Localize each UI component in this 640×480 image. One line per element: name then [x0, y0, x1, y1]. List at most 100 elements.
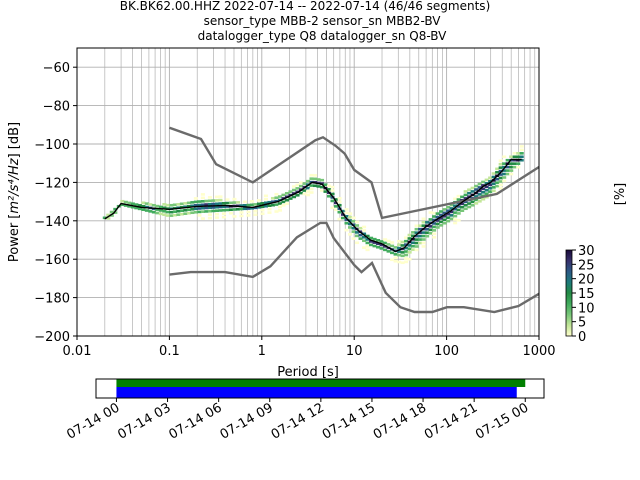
heatmap-cell — [418, 238, 423, 241]
heatmap-cell — [456, 198, 461, 201]
heatmap-cell — [351, 226, 356, 230]
heatmap-cell — [463, 190, 468, 193]
heatmap-cell — [214, 195, 219, 199]
heatmap-cell — [176, 209, 181, 213]
heatmap-cell — [393, 259, 398, 263]
heatmap-cell — [491, 186, 496, 189]
heatmap-cell — [193, 200, 198, 204]
heatmap-cell — [106, 217, 111, 220]
heatmap-cell — [505, 165, 510, 169]
heatmap-cell — [239, 204, 244, 207]
heatmap-cell — [225, 201, 230, 205]
heatmap-cell — [397, 250, 402, 253]
heatmap-cell — [288, 190, 293, 193]
heatmap-cell — [372, 241, 377, 244]
heatmap-cell — [439, 224, 444, 227]
heatmap-cell — [393, 246, 398, 249]
heatmap-cell — [169, 203, 174, 207]
heatmap-cell — [474, 184, 479, 188]
heatmap-cell — [260, 208, 265, 212]
heatmap-cell — [165, 214, 170, 217]
heatmap-cell — [400, 240, 405, 244]
heatmap-cell — [400, 261, 405, 265]
heatmap-cell — [348, 219, 353, 222]
heatmap-cell — [446, 212, 451, 216]
heatmap-cell — [270, 200, 276, 204]
heatmap-cell — [505, 169, 510, 172]
heatmap-cell — [330, 199, 335, 203]
heatmap-cell — [369, 243, 374, 247]
heatmap-cell — [204, 206, 209, 210]
heatmap-cell — [365, 248, 370, 252]
heatmap-cell — [312, 184, 318, 188]
heatmap-cell — [326, 188, 332, 191]
heatmap-cell — [425, 234, 430, 238]
y-axis-label: Power [m²/s⁴/Hz] [dB] — [7, 122, 22, 262]
heatmap-cell — [446, 216, 451, 219]
heatmap-cell — [351, 230, 356, 233]
heatmap-cell — [442, 208, 447, 211]
heatmap-cell — [435, 219, 440, 222]
heatmap-cell — [379, 243, 384, 247]
heatmap-cell — [207, 206, 212, 210]
y-axis-label-units: m²/s⁴/Hz — [7, 157, 22, 213]
heatmap-cell — [428, 225, 433, 228]
y-tick-label: −160 — [34, 253, 70, 268]
heatmap-cell — [148, 210, 153, 213]
heatmap-cell — [232, 208, 237, 211]
heatmap-cell — [218, 198, 223, 202]
heatmap-cell — [491, 179, 496, 182]
heatmap-cell — [113, 207, 118, 211]
heatmap-cell — [214, 212, 219, 216]
heatmap-cell — [165, 203, 170, 207]
heatmap-cell — [277, 209, 283, 212]
heatmap-cell — [228, 208, 233, 212]
heatmap-cell — [453, 197, 458, 201]
heatmap-cell — [176, 213, 181, 216]
heatmap-cell — [509, 172, 514, 176]
heatmap-cell — [509, 165, 514, 169]
heatmap-cell — [200, 206, 205, 210]
heatmap-cell — [463, 197, 468, 200]
heatmap-cell — [449, 203, 454, 207]
heatmap-cell — [221, 205, 226, 209]
heatmap-cell — [106, 213, 111, 217]
coverage-tick-label: 07-15 00 — [473, 400, 531, 442]
heatmap-cell — [228, 201, 233, 205]
heatmap-cell — [512, 158, 517, 162]
heatmap-cell — [397, 239, 402, 243]
heatmap-cell — [179, 205, 184, 209]
heatmap-cell — [407, 247, 412, 251]
heatmap-cell — [421, 234, 426, 238]
chart-title-line-1: BK.BK62.00.HHZ 2022-07-14 -- 2022-07-14 … — [120, 0, 491, 13]
heatmap-cell — [460, 202, 465, 206]
heatmap-cell — [211, 199, 216, 202]
heatmap-cell — [284, 198, 290, 202]
heatmap-cell — [197, 210, 202, 214]
heatmap-cell — [183, 205, 188, 209]
colorbar-tick-label: 10 — [578, 301, 595, 316]
heatmap-cell — [295, 187, 300, 190]
heatmap-cell — [439, 210, 444, 213]
heatmap-cell — [358, 233, 363, 237]
heatmap-cell — [358, 237, 363, 240]
heatmap-cell — [421, 224, 426, 227]
heatmap-cell — [211, 209, 216, 213]
heatmap-cell — [253, 213, 258, 217]
heatmap-cell — [502, 179, 507, 183]
heatmap-cell — [169, 210, 174, 214]
heatmap-cell — [491, 182, 496, 186]
heatmap-cell — [453, 221, 458, 225]
heatmap-cell — [495, 167, 500, 171]
heatmap-cell — [190, 207, 195, 211]
heatmap-cell — [200, 200, 205, 203]
heatmap-cell — [348, 212, 353, 215]
heatmap-cell — [193, 197, 198, 200]
heatmap-cell — [207, 196, 212, 199]
x-tick-label: 100 — [434, 344, 459, 359]
heatmap-cell — [312, 177, 318, 181]
heatmap-cell — [372, 237, 377, 241]
heatmap-cell — [393, 253, 398, 256]
heatmap-cell — [428, 231, 433, 235]
